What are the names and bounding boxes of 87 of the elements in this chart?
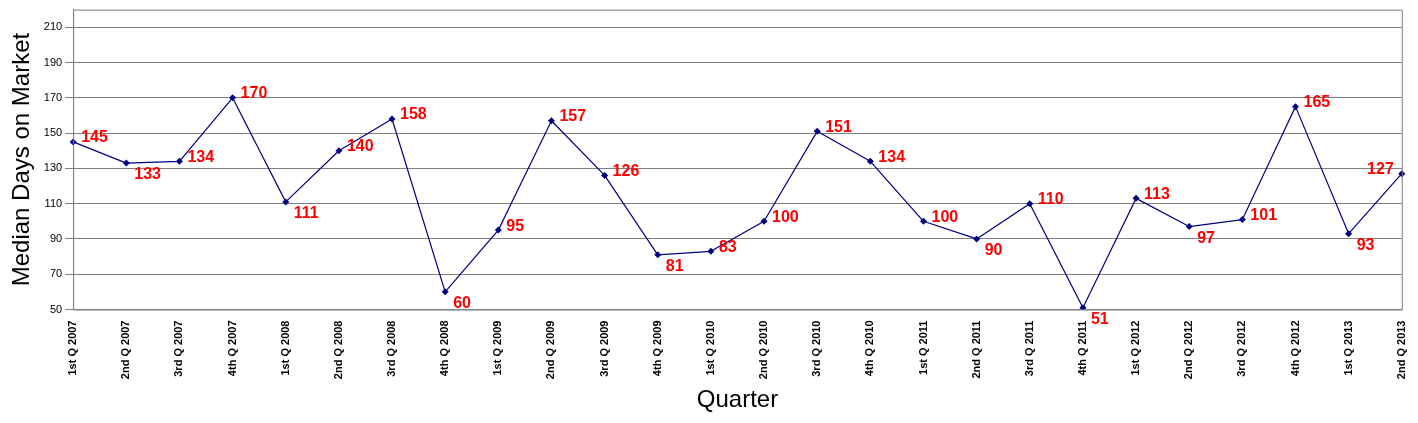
point xyxy=(494,226,502,234)
y-tick-label: 190 xyxy=(43,55,63,68)
point xyxy=(229,94,237,102)
y-tick-label: 110 xyxy=(44,196,63,209)
x-tick-label: 3rd Q 2007 xyxy=(172,320,185,377)
y-tick-label: 50 xyxy=(49,302,63,315)
data-label: 93 xyxy=(1356,236,1375,254)
data-label: 170 xyxy=(240,84,268,102)
x-tick-label: 2nd Q 2013 xyxy=(1394,320,1407,380)
x-tick-label: 1st Q 2009 xyxy=(491,320,504,376)
point xyxy=(1079,304,1087,310)
x-tick-label: 3rd Q 2008 xyxy=(385,320,398,377)
y-tick-label: 70 xyxy=(49,267,63,280)
point xyxy=(654,251,662,259)
x-tick-label: 4th Q 2012 xyxy=(1288,320,1301,377)
data-label: 145 xyxy=(81,128,108,146)
data-label: 158 xyxy=(400,105,427,123)
point xyxy=(441,288,449,296)
point xyxy=(335,147,343,155)
data-label: 134 xyxy=(187,147,215,165)
data-label: 60 xyxy=(453,294,472,312)
data-label: 90 xyxy=(984,241,1003,259)
y-tick-label: 150 xyxy=(43,126,63,139)
point xyxy=(1132,194,1140,202)
x-tick-label: 4th Q 2008 xyxy=(438,320,451,377)
point xyxy=(547,117,555,125)
point xyxy=(813,127,821,135)
x-tick-label: 2nd Q 2008 xyxy=(331,320,344,380)
data-label: 140 xyxy=(346,137,374,155)
x-tick-label: 2nd Q 2012 xyxy=(1182,320,1195,380)
x-tick-label: 3rd Q 2009 xyxy=(597,320,610,377)
data-label: 111 xyxy=(293,204,319,222)
data-label: 151 xyxy=(825,117,852,135)
x-tick-label: 1st Q 2008 xyxy=(278,320,291,376)
data-label: 110 xyxy=(1037,190,1064,208)
point xyxy=(866,157,874,165)
data-label: 165 xyxy=(1303,93,1331,111)
x-tick-label: 3rd Q 2011 xyxy=(1022,320,1035,377)
point xyxy=(601,171,609,179)
data-label: 101 xyxy=(1250,205,1278,223)
point xyxy=(1185,223,1193,231)
point xyxy=(388,115,396,123)
x-tick-label: 4th Q 2011 xyxy=(1075,320,1088,376)
x-tick-label: 1st Q 2010 xyxy=(703,320,716,376)
data-label: 95 xyxy=(506,216,525,234)
x-axis-title: Quarter xyxy=(696,385,779,413)
data-label: 97 xyxy=(1197,229,1216,246)
data-label: 83 xyxy=(718,237,737,255)
point xyxy=(122,159,130,167)
point xyxy=(973,235,981,243)
x-tick-label: 2nd Q 2011 xyxy=(969,320,982,379)
data-label: 127 xyxy=(1367,160,1394,178)
x-tick-label: 1st Q 2013 xyxy=(1341,320,1354,376)
y-tick-label: 90 xyxy=(49,231,63,244)
x-tick-label: 3rd Q 2010 xyxy=(810,320,823,377)
x-tick-label: 2nd Q 2007 xyxy=(119,320,132,380)
data-label: 157 xyxy=(559,107,587,125)
point xyxy=(760,217,768,225)
data-label: 51 xyxy=(1090,310,1109,328)
data-label: 126 xyxy=(612,161,640,179)
x-tick-label: 2nd Q 2010 xyxy=(757,320,770,380)
point xyxy=(175,157,183,165)
data-label: 113 xyxy=(1144,184,1170,202)
y-tick-label: 170 xyxy=(43,90,63,103)
point xyxy=(707,247,715,255)
x-tick-label: 2nd Q 2009 xyxy=(544,320,557,380)
y-tick-label: 130 xyxy=(43,161,63,174)
data-label: 133 xyxy=(134,165,162,183)
x-tick-label: 3rd Q 2012 xyxy=(1235,320,1248,377)
y-axis-title: Median Days on Market xyxy=(7,32,35,287)
data-label: 134 xyxy=(878,147,906,165)
x-tick-label: 1st Q 2011 xyxy=(916,320,929,375)
y-tick-label: 210 xyxy=(43,20,63,33)
point xyxy=(1238,216,1246,224)
x-tick-label: 1st Q 2012 xyxy=(1129,320,1142,376)
x-tick-label: 4th Q 2009 xyxy=(650,320,663,377)
point xyxy=(919,217,927,225)
point xyxy=(1345,230,1353,238)
point xyxy=(1026,200,1034,208)
point xyxy=(1292,103,1300,111)
x-tick-label: 1st Q 2007 xyxy=(66,320,79,376)
point xyxy=(282,198,290,206)
data-label: 100 xyxy=(931,207,959,225)
data-label: 100 xyxy=(772,207,799,225)
x-tick-label: 4th Q 2007 xyxy=(225,320,238,377)
x-tick-label: 4th Q 2010 xyxy=(863,320,876,377)
data-label: 81 xyxy=(665,257,684,275)
